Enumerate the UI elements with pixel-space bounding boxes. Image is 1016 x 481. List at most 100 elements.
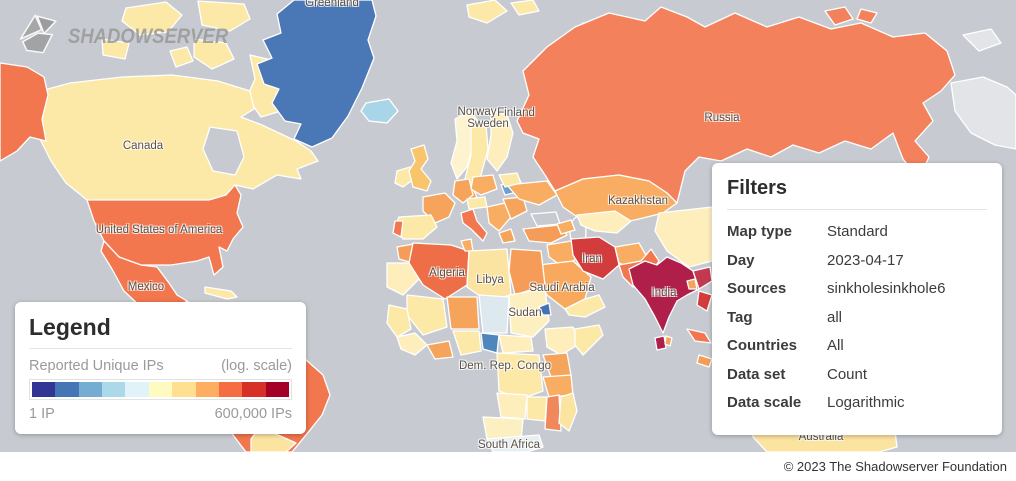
filter-label: Day [727,251,755,269]
filters-panel: Filters Map type Standard Day 2023-04-17… [712,163,1002,435]
country-iran[interactable] [570,236,620,280]
legend-swatch [195,382,219,397]
filter-row-map-type: Map type Standard [727,222,987,241]
filters-divider [727,209,987,210]
filter-value: sinkholesinkhole6 [827,280,946,297]
country-indonesia[interactable] [696,354,713,368]
country-niger[interactable] [446,296,480,330]
country-romania[interactable] [502,196,528,220]
filter-value: Standard [827,223,888,240]
filter-label: Sources [727,280,787,297]
country-mali[interactable] [406,294,448,336]
legend-divider [29,348,292,349]
legend-swatch [102,382,126,397]
country-drc[interactable] [496,352,544,400]
island-dot[interactable] [664,335,673,347]
world-map [0,0,1016,452]
filter-label: Data scale [727,394,802,411]
country-libya[interactable] [466,248,512,302]
country-ukraine[interactable] [506,180,558,206]
country-nigeria[interactable] [452,330,482,356]
country-tanzania[interactable] [542,374,574,398]
country-uk[interactable] [408,144,432,192]
country-china[interactable] [654,206,713,268]
world-map-area: Greenland Canada United States of Americ… [0,0,1016,452]
country-algeria[interactable] [408,242,470,300]
legend-swatch [32,382,56,397]
country-malaysia[interactable] [686,328,712,344]
country-balkans[interactable] [486,202,512,232]
filter-label: Map type [727,223,793,240]
country-zambia[interactable] [526,396,548,422]
country-india[interactable] [628,256,700,334]
country-bangladesh[interactable] [686,278,698,290]
country-cuba[interactable] [204,286,238,300]
country-west-africa-coast[interactable] [396,332,428,356]
legend-swatch [55,382,79,397]
filter-row-countries: Countries All [727,336,987,355]
filter-row-data-set: Data set Count [727,365,987,384]
country-senegal-guinea[interactable] [386,304,412,338]
filter-label: Data set [727,365,786,383]
country-eritrea[interactable] [538,302,552,316]
country-turkmenistan[interactable] [576,210,632,234]
shadowserver-logo-text: SHADOWSERVER [68,25,229,48]
legend-max-label: 600,000 IPs [214,406,292,422]
country-belarus[interactable] [498,172,522,188]
country-finland[interactable] [486,110,514,172]
country-iceland[interactable] [360,98,399,124]
country-egypt[interactable] [508,248,546,296]
shadowserver-logo: SHADOWSERVER [16,10,250,56]
legend-panel: Legend Reported Unique IPs (log. scale) [15,302,306,434]
legend-metric-label: Reported Unique IPs [29,358,164,374]
legend-swatch [265,382,289,397]
legend-swatch [218,382,243,397]
filter-label: Countries [727,337,798,354]
country-turkey[interactable] [522,224,568,244]
country-ghana[interactable] [426,340,454,360]
filters-title: Filters [727,177,788,199]
copyright-text: © 2023 The Shadowserver Foundation [783,459,1007,474]
filter-row-day: Day 2023-04-17 [727,251,987,270]
legend-swatch [242,382,266,397]
country-mozambique[interactable] [544,394,562,432]
country-thailand[interactable] [696,290,713,312]
country-chad[interactable] [478,294,510,334]
filter-label: Tag [727,308,753,326]
country-kenya[interactable] [542,352,572,378]
country-car[interactable] [498,334,534,354]
country-italy[interactable] [460,208,488,242]
filter-row-data-scale: Data scale Logarithmic [727,393,987,412]
country-portugal[interactable] [392,220,404,238]
country-usa-alaska[interactable] [0,62,49,162]
country-somalia[interactable] [574,324,604,356]
filter-value: Count [827,365,868,383]
country-caucasus[interactable] [556,219,576,235]
country-angola[interactable] [496,392,528,420]
country-czech-austria[interactable] [466,196,488,210]
filter-value: Logarithmic [827,394,905,411]
filter-value: All [827,337,844,354]
country-madagascar[interactable] [558,392,578,432]
legend-swatch [148,382,173,397]
filter-row-tag: Tag all [727,308,987,327]
legend-scale-note: (log. scale) [221,358,292,374]
country-yemen-oman[interactable] [564,294,606,318]
shadowserver-logo-icon [19,14,57,54]
country-south-africa[interactable] [486,434,544,452]
country-ethiopia[interactable] [544,326,582,356]
country-sudan[interactable] [508,288,550,338]
filter-value: 2023-04-17 [827,251,904,269]
country-cameroon[interactable] [480,332,500,354]
footer: © 2023 The Shadowserver Foundation [0,452,1016,481]
country-greece[interactable] [498,228,516,244]
country-sri-lanka[interactable] [654,335,667,351]
legend-colorbar [29,379,292,400]
legend-swatch [172,382,196,397]
filter-row-sources: Sources sinkholesinkhole6 [727,279,987,298]
country-greenland[interactable] [256,0,377,148]
filter-value: all [827,308,843,326]
country-canada[interactable] [25,74,319,201]
country-poland[interactable] [470,174,498,196]
